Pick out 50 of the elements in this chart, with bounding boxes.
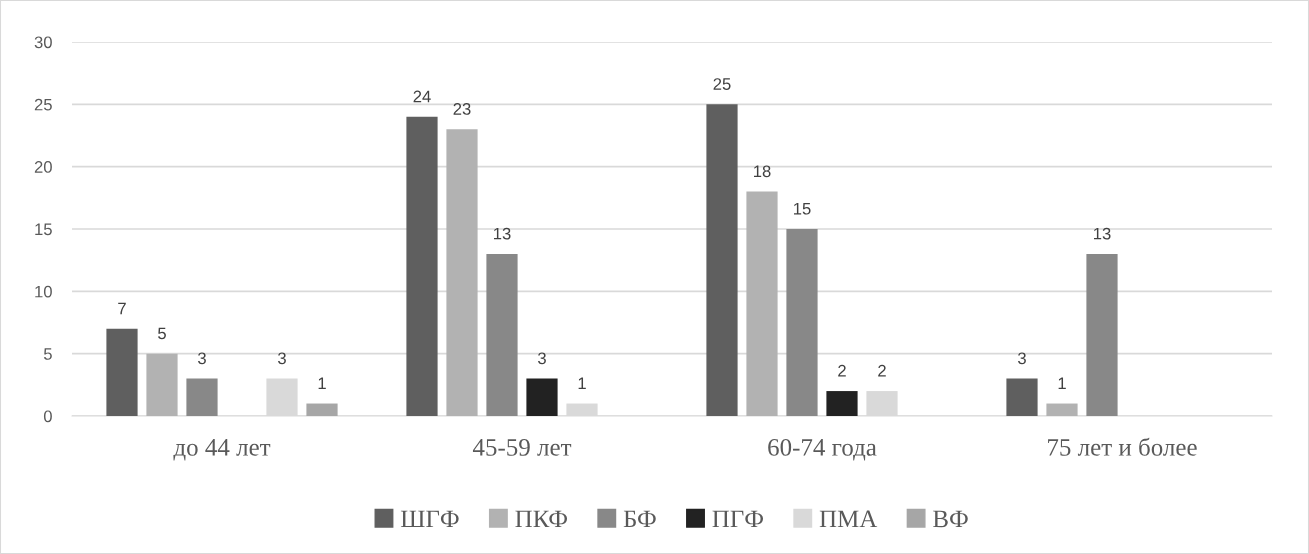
data-label: 3 bbox=[538, 352, 546, 365]
x-tick-label: до 44 лет bbox=[173, 439, 271, 461]
data-label: 3 bbox=[1018, 352, 1026, 365]
bar bbox=[446, 129, 478, 416]
data-label: 18 bbox=[754, 165, 771, 178]
bar bbox=[486, 253, 518, 416]
data-label: 23 bbox=[453, 103, 471, 115]
data-label: 3 bbox=[278, 352, 286, 365]
bar bbox=[746, 191, 778, 416]
legend-label: БФ bbox=[623, 510, 656, 528]
x-tick-label: 45-59 лет bbox=[472, 439, 572, 456]
data-label: 7 bbox=[118, 302, 126, 315]
y-tick-label: 15 bbox=[35, 223, 52, 236]
legend-label: ПМА bbox=[819, 510, 878, 528]
y-tick-label: 25 bbox=[34, 98, 52, 111]
data-label: 13 bbox=[1094, 227, 1111, 240]
bar bbox=[786, 229, 818, 416]
data-label: 15 bbox=[794, 202, 811, 215]
bar bbox=[706, 104, 738, 416]
data-label: 5 bbox=[158, 327, 166, 340]
y-tick-label: 0 bbox=[43, 410, 52, 423]
data-label: 1 bbox=[578, 377, 586, 389]
legend-label: ШГФ bbox=[400, 510, 459, 528]
legend-label: ПКФ bbox=[515, 510, 568, 528]
data-label: 2 bbox=[838, 364, 846, 377]
data-label: 1 bbox=[318, 377, 326, 389]
y-tick-label: 5 bbox=[43, 348, 52, 360]
data-label: 25 bbox=[713, 78, 731, 90]
x-tick-label: 75 лет и более bbox=[1048, 437, 1197, 456]
legend-label: ПГФ bbox=[712, 510, 764, 528]
bar bbox=[826, 391, 858, 416]
data-label: 24 bbox=[413, 90, 431, 103]
data-label: 2 bbox=[878, 364, 886, 377]
data-label: 13 bbox=[494, 227, 511, 240]
bar bbox=[406, 116, 438, 416]
bar bbox=[306, 403, 338, 416]
bar bbox=[146, 353, 178, 416]
bar bbox=[186, 378, 218, 416]
data-label: 1 bbox=[1058, 377, 1066, 389]
bar bbox=[1086, 253, 1118, 416]
bar bbox=[1006, 378, 1038, 416]
legend-label: ВФ bbox=[933, 510, 968, 528]
data-label: 3 bbox=[198, 352, 206, 365]
y-tick-label: 10 bbox=[35, 285, 52, 298]
x-tick-label: 60-74 года bbox=[768, 438, 877, 461]
bar bbox=[1046, 403, 1078, 416]
bar bbox=[106, 328, 138, 416]
y-tick-label: 20 bbox=[34, 161, 52, 173]
y-tick-label: 30 bbox=[34, 36, 52, 49]
bar bbox=[526, 378, 558, 416]
